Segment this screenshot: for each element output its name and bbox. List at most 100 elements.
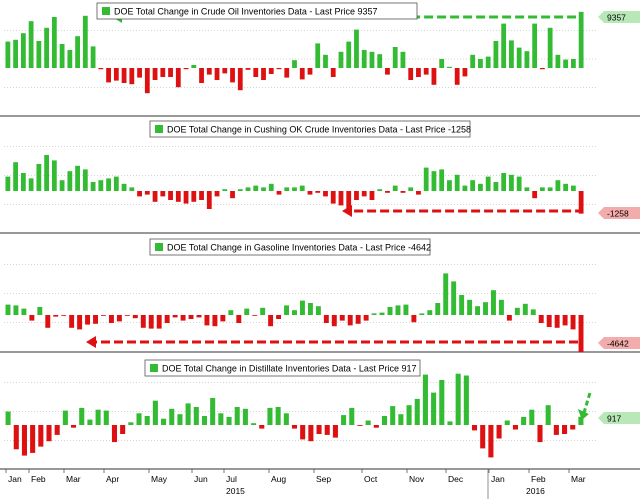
bar (315, 191, 321, 193)
bar (253, 68, 259, 77)
bar (467, 299, 473, 315)
bar (98, 68, 104, 70)
trend-arrow-line (94, 319, 583, 344)
bar (206, 68, 212, 75)
chart-panel-2: DOE Total Change in Cushing OK Crude Inv… (0, 120, 640, 234)
bar (524, 187, 530, 191)
bar (363, 315, 369, 321)
legend-swatch (155, 125, 163, 133)
bar (206, 191, 212, 209)
bar (103, 410, 109, 425)
bar (439, 169, 445, 191)
bar (447, 421, 453, 425)
bar (307, 68, 313, 75)
bar (283, 413, 289, 425)
bar (136, 413, 142, 425)
bar (392, 47, 398, 68)
bar (222, 68, 228, 74)
last-price-tag-bg (598, 11, 640, 23)
bar (470, 54, 476, 68)
bar (545, 405, 551, 425)
bar (124, 315, 130, 316)
bar (292, 310, 297, 315)
bar (339, 315, 345, 321)
chart-panel-4: DOE Total Change in Distillate Inventori… (0, 359, 640, 470)
bar (369, 191, 375, 200)
month-label: Feb (531, 474, 546, 484)
bar (331, 315, 337, 327)
bar (414, 398, 420, 425)
bar (276, 68, 282, 70)
year-label: 2015 (226, 486, 245, 496)
bar (69, 315, 75, 328)
bar (300, 425, 306, 440)
last-price-tag-bg (598, 412, 640, 424)
bar (338, 51, 344, 68)
bar (148, 315, 154, 329)
legend-swatch (102, 7, 110, 15)
bar (462, 68, 468, 77)
bar (75, 165, 80, 191)
bar-series (5, 11, 584, 94)
bar (408, 68, 414, 80)
bar (403, 304, 409, 315)
bar (259, 425, 265, 429)
bar (419, 313, 425, 315)
last-price-tag-bg (598, 207, 640, 219)
bar (98, 180, 104, 191)
bar (555, 180, 561, 191)
bar (480, 425, 486, 449)
bar (82, 169, 88, 191)
month-label: Jan (491, 474, 505, 484)
bar (20, 173, 26, 191)
bar-series (5, 155, 584, 214)
bar (355, 315, 361, 324)
bar (82, 15, 88, 69)
bar (284, 187, 290, 191)
bar (152, 68, 158, 80)
bar (214, 68, 220, 80)
last-price-label: -4642 (607, 339, 629, 349)
bar (244, 308, 250, 315)
bar (51, 160, 57, 191)
bar (483, 302, 488, 315)
bar (67, 171, 73, 191)
bar (547, 187, 553, 191)
month-label: Jan (8, 474, 22, 484)
bar (30, 425, 36, 453)
bar (132, 315, 138, 319)
bar (308, 425, 314, 442)
bar (435, 303, 441, 315)
bar (242, 408, 248, 425)
bar (509, 40, 514, 68)
bar (400, 51, 406, 68)
bar (252, 315, 258, 316)
month-label: Feb (31, 474, 46, 484)
bar (411, 315, 417, 323)
bar (36, 41, 42, 68)
bar (144, 191, 150, 195)
bar (553, 425, 559, 435)
bar (491, 290, 496, 315)
month-label: May (151, 474, 168, 484)
bar (152, 400, 158, 425)
bar (532, 23, 538, 69)
bar (423, 68, 429, 75)
bar (160, 191, 166, 197)
legend-title: DOE Total Change in Cushing OK Crude Inv… (167, 125, 471, 135)
bar (354, 29, 359, 69)
bar (276, 315, 282, 319)
bar (111, 425, 118, 443)
bar (538, 315, 544, 323)
bar (234, 407, 240, 425)
bar (307, 191, 313, 195)
legend-box (144, 359, 421, 377)
bar (439, 380, 445, 425)
bar (307, 303, 313, 315)
bar (398, 414, 404, 425)
last-price-label: 917 (607, 414, 621, 424)
bar (268, 183, 274, 191)
legend-swatch (155, 243, 163, 251)
bar (416, 191, 421, 195)
bar (323, 54, 328, 68)
